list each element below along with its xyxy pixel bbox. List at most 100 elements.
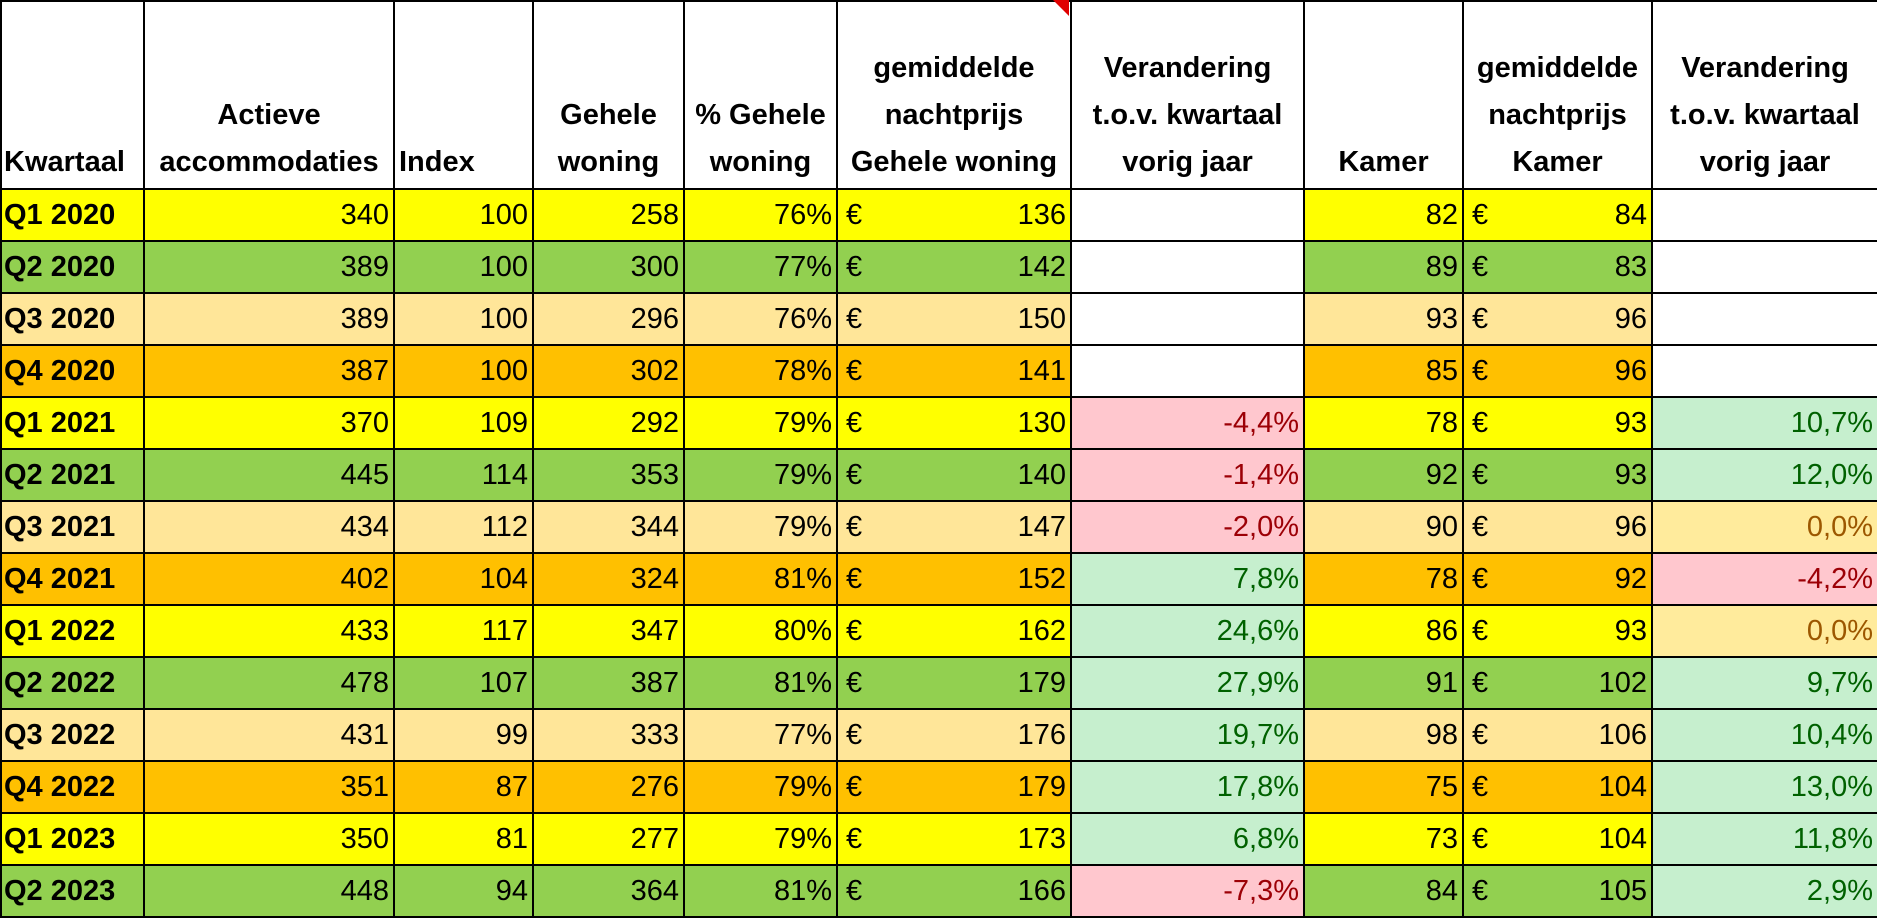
cell-nachtprijs-woning[interactable]: €176 [836, 708, 1072, 762]
cell-verandering-woning[interactable]: 19,7% [1070, 708, 1305, 762]
cell-pct-gehele-woning[interactable]: 81% [683, 864, 838, 918]
cell-verandering-woning[interactable]: 27,9% [1070, 656, 1305, 710]
cell-kamer[interactable]: 89 [1303, 240, 1464, 294]
cell-pct-gehele-woning[interactable]: 76% [683, 188, 838, 242]
cell-kwartaal[interactable]: Q2 2023 [0, 864, 145, 918]
cell-nachtprijs-woning[interactable]: €179 [836, 760, 1072, 814]
cell-nachtprijs-kamer[interactable]: €104 [1462, 812, 1653, 866]
cell-nachtprijs-woning[interactable]: €136 [836, 188, 1072, 242]
cell-pct-gehele-woning[interactable]: 78% [683, 344, 838, 398]
cell-kamer[interactable]: 85 [1303, 344, 1464, 398]
cell-actieve[interactable]: 445 [143, 448, 395, 502]
cell-index[interactable]: 100 [393, 292, 534, 346]
cell-verandering-woning[interactable] [1070, 240, 1305, 294]
cell-actieve[interactable]: 340 [143, 188, 395, 242]
cell-nachtprijs-kamer[interactable]: €105 [1462, 864, 1653, 918]
cell-nachtprijs-kamer[interactable]: €84 [1462, 188, 1653, 242]
header-nachtprijs-woning[interactable]: gemiddelde nachtprijs Gehele woning [836, 0, 1072, 190]
cell-index[interactable]: 94 [393, 864, 534, 918]
header-kwartaal[interactable]: Kwartaal [0, 0, 145, 190]
cell-kwartaal[interactable]: Q1 2023 [0, 812, 145, 866]
cell-actieve[interactable]: 433 [143, 604, 395, 658]
cell-verandering-woning[interactable]: -4,4% [1070, 396, 1305, 450]
cell-index[interactable]: 100 [393, 344, 534, 398]
cell-index[interactable]: 114 [393, 448, 534, 502]
cell-verandering-woning[interactable] [1070, 292, 1305, 346]
cell-pct-gehele-woning[interactable]: 79% [683, 396, 838, 450]
cell-nachtprijs-kamer[interactable]: €106 [1462, 708, 1653, 762]
cell-kamer[interactable]: 90 [1303, 500, 1464, 554]
cell-kwartaal[interactable]: Q1 2020 [0, 188, 145, 242]
cell-verandering-woning[interactable]: 17,8% [1070, 760, 1305, 814]
cell-pct-gehele-woning[interactable]: 80% [683, 604, 838, 658]
cell-gehele-woning[interactable]: 333 [532, 708, 685, 762]
cell-verandering-woning[interactable] [1070, 344, 1305, 398]
cell-nachtprijs-woning[interactable]: €152 [836, 552, 1072, 606]
cell-verandering-woning[interactable]: -7,3% [1070, 864, 1305, 918]
cell-nachtprijs-kamer[interactable]: €96 [1462, 500, 1653, 554]
cell-gehele-woning[interactable]: 364 [532, 864, 685, 918]
cell-nachtprijs-woning[interactable]: €150 [836, 292, 1072, 346]
cell-verandering-kamer[interactable]: 11,8% [1651, 812, 1877, 866]
cell-verandering-woning[interactable]: 7,8% [1070, 552, 1305, 606]
cell-verandering-kamer[interactable]: 0,0% [1651, 604, 1877, 658]
cell-kamer[interactable]: 78 [1303, 552, 1464, 606]
cell-index[interactable]: 99 [393, 708, 534, 762]
header-actieve-accommodaties[interactable]: Actieve accommodaties [143, 0, 395, 190]
cell-nachtprijs-woning[interactable]: €162 [836, 604, 1072, 658]
cell-pct-gehele-woning[interactable]: 81% [683, 656, 838, 710]
cell-actieve[interactable]: 434 [143, 500, 395, 554]
cell-verandering-kamer[interactable]: 0,0% [1651, 500, 1877, 554]
cell-actieve[interactable]: 389 [143, 292, 395, 346]
cell-verandering-kamer[interactable]: 9,7% [1651, 656, 1877, 710]
cell-kwartaal[interactable]: Q4 2022 [0, 760, 145, 814]
cell-index[interactable]: 100 [393, 188, 534, 242]
cell-kamer[interactable]: 92 [1303, 448, 1464, 502]
cell-kwartaal[interactable]: Q2 2021 [0, 448, 145, 502]
header-nachtprijs-kamer[interactable]: gemiddelde nachtprijs Kamer [1462, 0, 1653, 190]
cell-actieve[interactable]: 350 [143, 812, 395, 866]
cell-gehele-woning[interactable]: 344 [532, 500, 685, 554]
cell-actieve[interactable]: 370 [143, 396, 395, 450]
cell-nachtprijs-woning[interactable]: €179 [836, 656, 1072, 710]
cell-nachtprijs-kamer[interactable]: €93 [1462, 604, 1653, 658]
cell-nachtprijs-kamer[interactable]: €102 [1462, 656, 1653, 710]
cell-verandering-woning[interactable]: 24,6% [1070, 604, 1305, 658]
cell-verandering-kamer[interactable]: -4,2% [1651, 552, 1877, 606]
cell-actieve[interactable]: 389 [143, 240, 395, 294]
cell-kamer[interactable]: 91 [1303, 656, 1464, 710]
cell-kamer[interactable]: 78 [1303, 396, 1464, 450]
cell-actieve[interactable]: 351 [143, 760, 395, 814]
cell-nachtprijs-woning[interactable]: €147 [836, 500, 1072, 554]
cell-kamer[interactable]: 98 [1303, 708, 1464, 762]
cell-verandering-kamer[interactable] [1651, 344, 1877, 398]
cell-nachtprijs-kamer[interactable]: €93 [1462, 396, 1653, 450]
cell-pct-gehele-woning[interactable]: 81% [683, 552, 838, 606]
cell-pct-gehele-woning[interactable]: 79% [683, 760, 838, 814]
cell-pct-gehele-woning[interactable]: 79% [683, 812, 838, 866]
cell-nachtprijs-woning[interactable]: €140 [836, 448, 1072, 502]
cell-gehele-woning[interactable]: 276 [532, 760, 685, 814]
cell-kamer[interactable]: 86 [1303, 604, 1464, 658]
cell-kamer[interactable]: 75 [1303, 760, 1464, 814]
cell-kwartaal[interactable]: Q4 2020 [0, 344, 145, 398]
cell-gehele-woning[interactable]: 324 [532, 552, 685, 606]
cell-nachtprijs-kamer[interactable]: €96 [1462, 344, 1653, 398]
cell-verandering-woning[interactable]: 6,8% [1070, 812, 1305, 866]
cell-pct-gehele-woning[interactable]: 79% [683, 448, 838, 502]
cell-index[interactable]: 109 [393, 396, 534, 450]
cell-verandering-kamer[interactable] [1651, 240, 1877, 294]
header-verandering-woning[interactable]: Verandering t.o.v. kwartaal vorig jaar [1070, 0, 1305, 190]
cell-gehele-woning[interactable]: 296 [532, 292, 685, 346]
header-verandering-kamer[interactable]: Verandering t.o.v. kwartaal vorig jaar [1651, 0, 1877, 190]
cell-kwartaal[interactable]: Q3 2022 [0, 708, 145, 762]
cell-gehele-woning[interactable]: 277 [532, 812, 685, 866]
cell-kwartaal[interactable]: Q1 2021 [0, 396, 145, 450]
cell-index[interactable]: 104 [393, 552, 534, 606]
cell-actieve[interactable]: 402 [143, 552, 395, 606]
cell-actieve[interactable]: 387 [143, 344, 395, 398]
cell-verandering-woning[interactable] [1070, 188, 1305, 242]
cell-nachtprijs-kamer[interactable]: €83 [1462, 240, 1653, 294]
cell-verandering-kamer[interactable]: 12,0% [1651, 448, 1877, 502]
cell-nachtprijs-kamer[interactable]: €93 [1462, 448, 1653, 502]
